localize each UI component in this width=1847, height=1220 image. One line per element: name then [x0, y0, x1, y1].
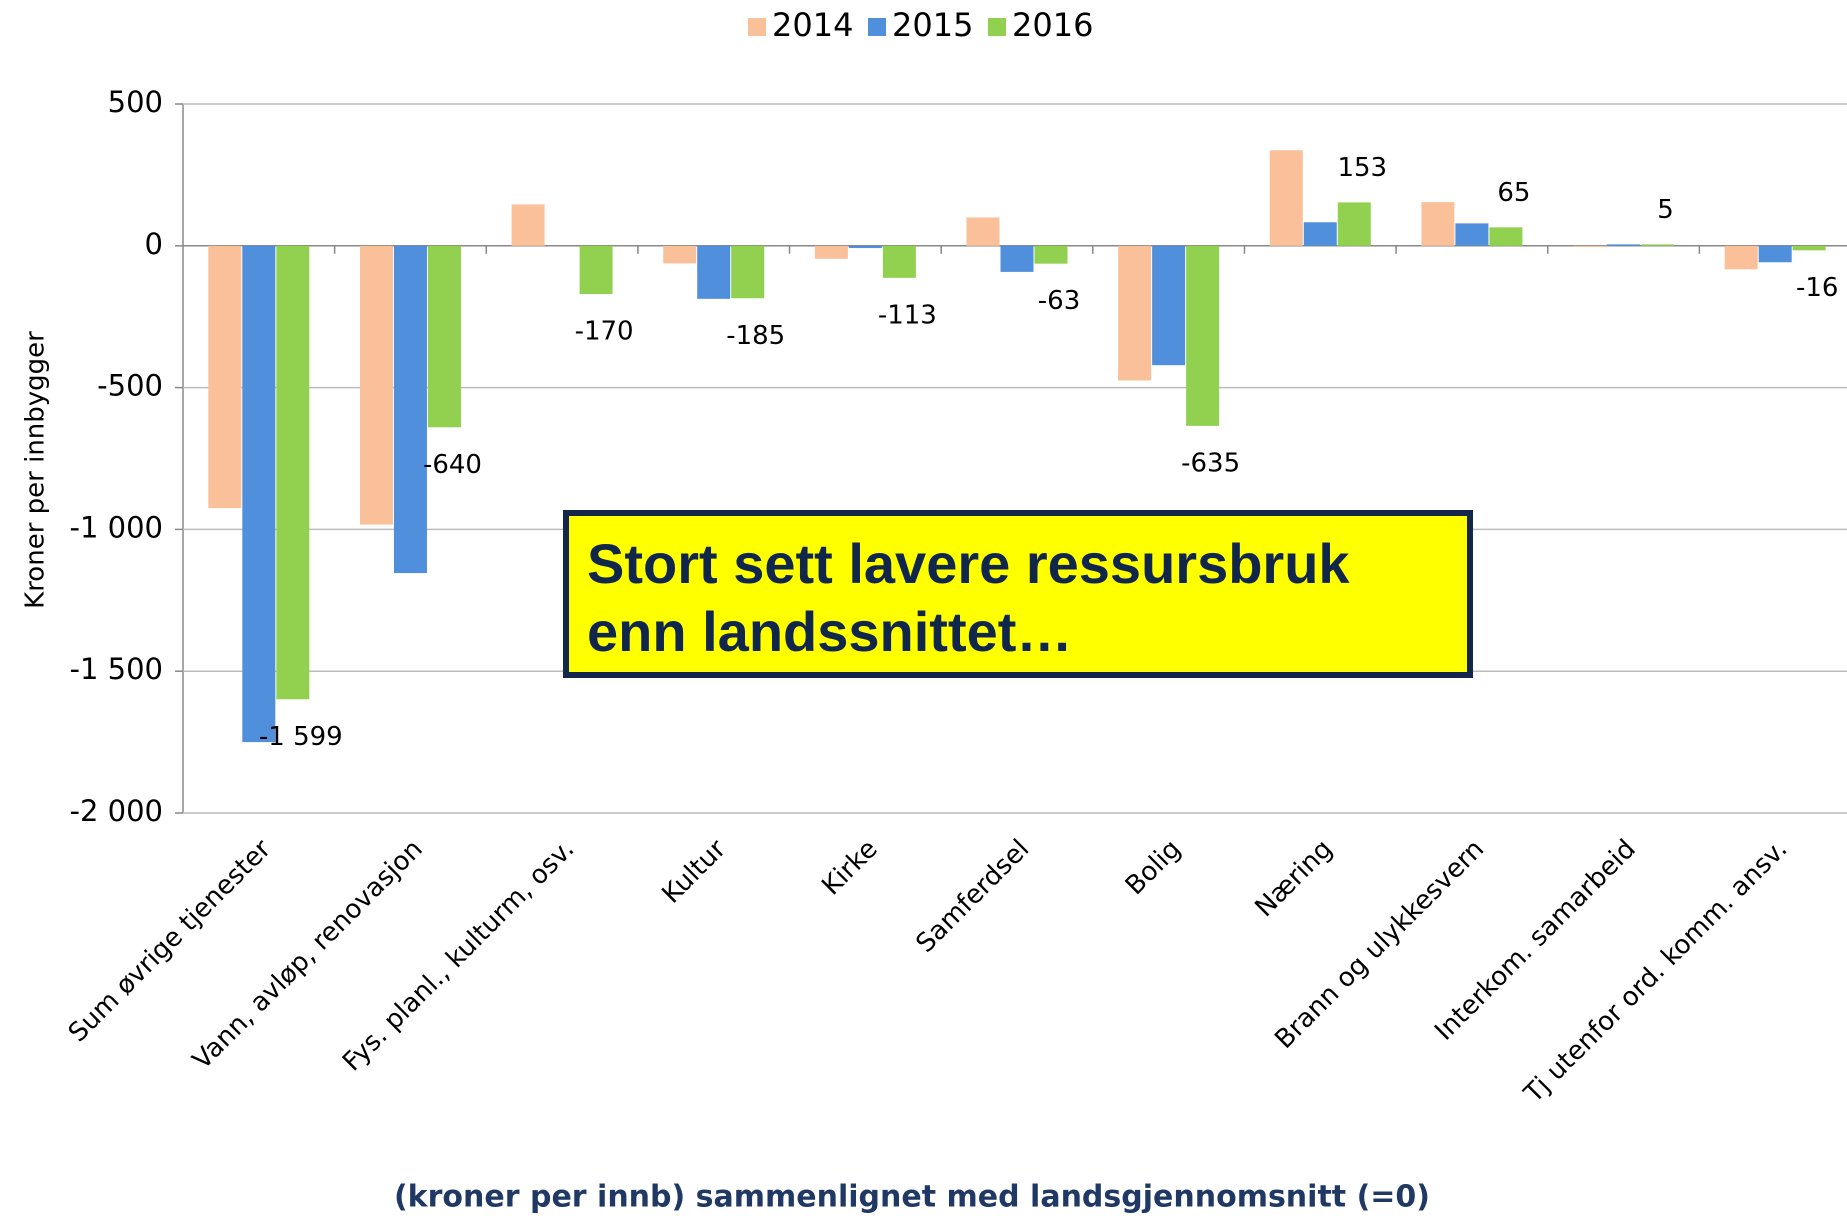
bar: [1489, 227, 1523, 246]
bar: [1421, 202, 1455, 246]
bar: [393, 245, 427, 574]
bar: [427, 245, 461, 428]
bar: [1118, 245, 1152, 381]
y-axis-label: Kroner per innbygger: [21, 331, 51, 609]
y-tick-label: 500: [108, 85, 163, 119]
annotation: Stort sett lavere ressursbruk enn landss…: [563, 510, 1473, 678]
legend-label: 2016: [1012, 6, 1093, 44]
bar: [731, 245, 765, 299]
bar: [242, 245, 276, 743]
x-tick-label: Kirke: [816, 834, 883, 901]
y-tick-label: 0: [145, 227, 163, 261]
bar: [1455, 223, 1489, 246]
bar: [882, 245, 916, 278]
x-tick-label: Samferdsel: [911, 834, 1036, 959]
bar: [276, 245, 310, 700]
bar: [1034, 245, 1068, 264]
data-label: -16: [1796, 273, 1838, 303]
data-label: 65: [1497, 178, 1530, 208]
data-label: -63: [1038, 286, 1080, 316]
bar: [1573, 245, 1607, 247]
data-label: -640: [423, 450, 482, 480]
data-label: 5: [1657, 195, 1674, 225]
bar: [579, 245, 613, 295]
bar: [1269, 150, 1303, 246]
data-label: -185: [726, 321, 785, 351]
data-label: -113: [878, 300, 937, 330]
data-label: -1 599: [259, 722, 343, 752]
bar: [1641, 244, 1675, 246]
bar: [1792, 245, 1826, 251]
bar: [1337, 202, 1371, 246]
legend-label: 2015: [892, 6, 973, 44]
bar: [1186, 245, 1220, 426]
y-tick-label: -500: [97, 369, 163, 403]
bar: [814, 245, 848, 259]
bar: [1152, 245, 1186, 366]
bar: [1758, 245, 1792, 263]
y-tick-label: -2 000: [70, 794, 164, 828]
data-label: 153: [1337, 153, 1387, 183]
bar: [1000, 245, 1034, 272]
x-axis-label: (kroner per innb) sammenlignet med lands…: [394, 1180, 1430, 1215]
data-label: -635: [1181, 448, 1240, 478]
bar: [663, 245, 697, 264]
legend-swatch: [868, 18, 886, 36]
x-tick-label: Næring: [1250, 834, 1339, 923]
bar: [1303, 222, 1337, 246]
bar: [359, 245, 393, 525]
bar: [697, 245, 731, 299]
legend-swatch: [988, 18, 1006, 36]
bar: [848, 245, 882, 249]
legend-swatch: [748, 18, 766, 36]
x-tick-label: Tj utenfor ord. komm. ansv.: [1518, 834, 1793, 1109]
bar: [208, 245, 242, 509]
bar: [966, 217, 1000, 246]
legend-label: 2014: [772, 6, 853, 44]
x-tick-label: Bolig: [1120, 834, 1187, 901]
bar: [1724, 245, 1758, 270]
data-label: -170: [575, 317, 634, 347]
bar: [511, 204, 545, 246]
x-tick-label: Kultur: [656, 834, 732, 910]
y-tick-label: -1 000: [70, 510, 164, 544]
y-tick-label: -1 500: [70, 652, 164, 686]
bar: [1607, 244, 1641, 246]
